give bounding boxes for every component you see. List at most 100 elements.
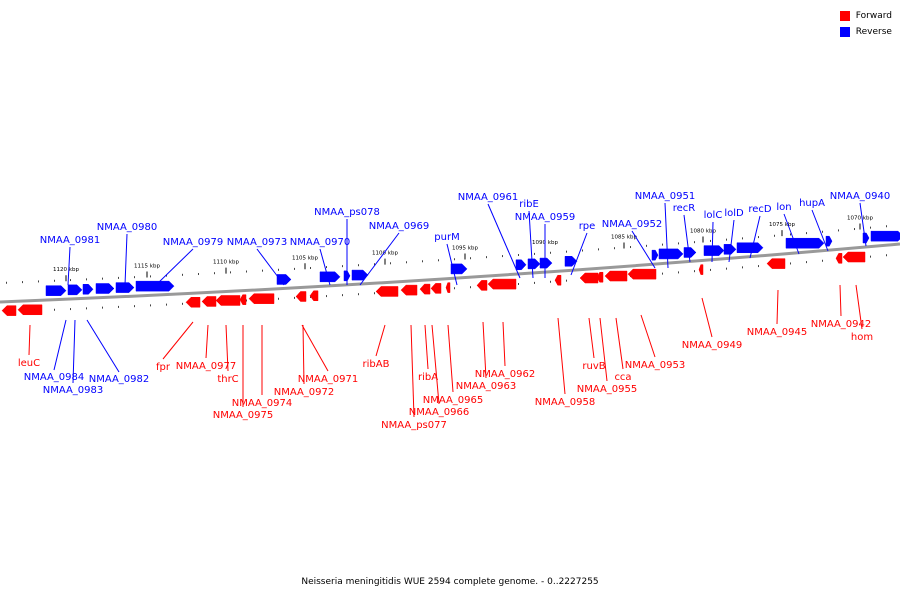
legend-reverse: Reverse — [839, 24, 892, 40]
reverse-gene-leader — [124, 233, 128, 286]
forward-gene-label: NMAA_0963 — [456, 381, 517, 392]
minor-tick — [358, 264, 359, 267]
forward-gene-leader — [701, 297, 713, 338]
forward-gene-arrow — [835, 253, 843, 264]
minor-tick — [838, 229, 839, 232]
reverse-gene-label: NMAA_ps078 — [314, 207, 380, 218]
forward-gene-arrow — [766, 258, 786, 269]
minor-tick — [438, 259, 439, 262]
minor-tick — [406, 261, 407, 264]
forward-gene-leader — [502, 321, 506, 367]
minor-tick — [550, 251, 551, 254]
minor-tick — [518, 282, 519, 285]
minor-tick — [278, 268, 279, 271]
reverse-gene-leader — [783, 213, 800, 255]
scale-tick-label: 1110 kbp — [213, 260, 239, 266]
forward-gene-label: NMAA_0977 — [176, 361, 237, 372]
reverse-gene-label: NMAA_0982 — [89, 374, 150, 385]
minor-tick — [790, 262, 791, 265]
minor-tick — [118, 276, 119, 279]
reverse-gene-arrow — [564, 256, 578, 267]
forward-gene-label: NMAA_0945 — [747, 327, 808, 338]
forward-gene-arrow — [627, 268, 657, 280]
forward-gene-leader — [431, 324, 440, 405]
reverse-gene-label: NMAA_0951 — [635, 191, 696, 202]
minor-tick — [134, 276, 135, 279]
minor-tick — [374, 292, 375, 295]
reverse-gene-label: NMAA_0940 — [830, 191, 891, 202]
minor-tick — [118, 305, 119, 308]
minor-tick — [726, 238, 727, 241]
reverse-gene-leader — [683, 214, 691, 263]
minor-tick — [518, 253, 519, 256]
forward-gene-arrow — [430, 283, 442, 294]
reverse-gene-arrow — [651, 249, 659, 261]
minor-tick — [678, 271, 679, 274]
forward-gene-label: NMAA_0958 — [535, 397, 596, 408]
minor-tick — [198, 273, 199, 276]
minor-tick — [6, 281, 7, 284]
scale-tick-label: 1095 kbp — [452, 246, 478, 252]
reverse-gene-arrow — [82, 284, 94, 295]
legend-reverse-label: Reverse — [855, 27, 892, 37]
forward-gene-label: ruvB — [582, 361, 605, 372]
forward-gene-leader — [482, 321, 487, 379]
reverse-gene-label: NMAA_0979 — [163, 237, 224, 248]
reverse-gene-arrow — [115, 282, 135, 293]
forward-gene-label: NMAA_0942 — [811, 319, 872, 330]
reverse-gene-leader — [256, 248, 285, 286]
minor-tick — [326, 295, 327, 298]
reverse-gene-label: NMAA_0961 — [458, 192, 519, 203]
reverse-gene-leader — [359, 232, 400, 286]
forward-gene-arrow — [185, 297, 201, 308]
minor-tick — [806, 261, 807, 264]
tick-marks: 1120 kbp 1115 kbp 1110 kbp 1105 kbp 1100 kbp… — [6, 216, 887, 313]
forward-gene-arrow — [476, 280, 488, 291]
forward-gene-leader — [424, 324, 429, 370]
forward-gene-arrow — [487, 278, 517, 290]
minor-tick — [886, 225, 887, 228]
forward-gene-label: ribAB — [363, 359, 390, 370]
forward-gene-arrow — [17, 304, 43, 316]
minor-tick — [246, 299, 247, 302]
minor-tick — [422, 260, 423, 263]
reverse-gene-arrow — [135, 280, 175, 292]
minor-tick — [134, 305, 135, 308]
forward-gene-arrow — [579, 272, 599, 284]
minor-tick — [790, 233, 791, 236]
minor-tick — [54, 308, 55, 311]
reverse-gene-leader — [155, 248, 194, 286]
reverse-gene-leader — [570, 232, 588, 276]
reverse-gene-label: NMAA_0980 — [97, 222, 158, 233]
forward-gene-leader — [302, 324, 305, 385]
scale-tick-label: 1105 kbp — [292, 255, 318, 261]
reverse-gene-arrow — [723, 244, 737, 255]
minor-tick — [342, 294, 343, 297]
reverse-gene-arrow — [527, 258, 541, 270]
minor-tick — [758, 236, 759, 239]
minor-tick — [182, 273, 183, 276]
minor-tick — [70, 279, 71, 282]
minor-tick — [214, 272, 215, 275]
minor-tick — [486, 256, 487, 259]
genome-caption: Neisseria meningitidis WUE 2594 complete… — [301, 577, 599, 587]
minor-tick — [86, 307, 87, 310]
forward-gene-arrow — [248, 293, 275, 304]
reverse-gene-arrow — [276, 274, 292, 285]
scale-tick-label: 1120 kbp — [53, 267, 79, 273]
forward-gene-arrow — [842, 251, 866, 263]
reverse-gene-arrow — [515, 259, 527, 271]
reverse-gene-label: NMAA_0973 — [227, 237, 288, 248]
minor-tick — [870, 226, 871, 229]
reverse-gene-leader — [53, 319, 67, 371]
reverse-gene-label: NMAA_0970 — [290, 237, 351, 248]
minor-tick — [662, 272, 663, 275]
forward-gene-label: NMAA_0975 — [213, 410, 274, 421]
minor-tick — [886, 254, 887, 257]
scale-tick-label: 1100 kbp — [372, 251, 398, 257]
minor-tick — [870, 255, 871, 258]
minor-tick — [182, 302, 183, 305]
reverse-gene-label: NMAA_0952 — [602, 219, 663, 230]
minor-tick — [822, 259, 823, 262]
minor-tick — [150, 304, 151, 307]
